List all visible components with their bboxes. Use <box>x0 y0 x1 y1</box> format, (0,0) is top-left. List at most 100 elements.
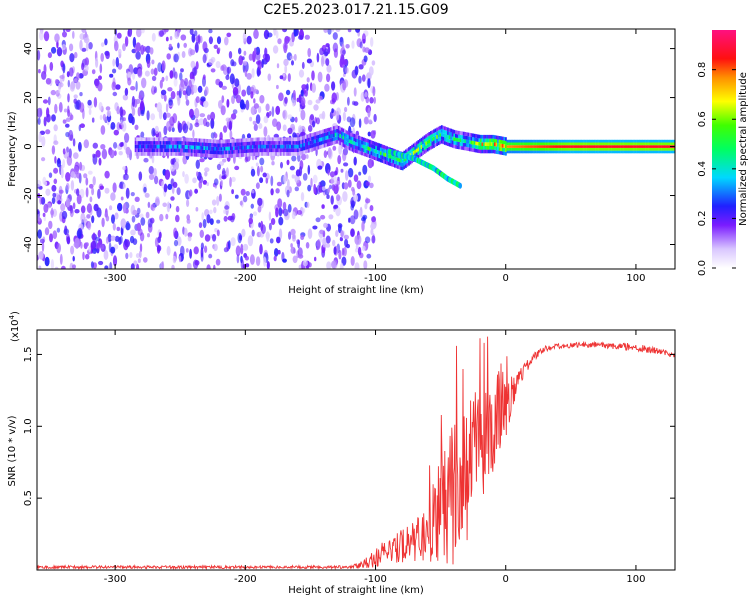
heatmap-ridge-cell <box>323 143 326 148</box>
heatmap-ridge-cell <box>392 156 395 160</box>
heatmap-ridge-cell <box>525 147 528 151</box>
heatmap-noise-cell <box>140 131 145 138</box>
heatmap-noise-cell <box>216 163 222 171</box>
heatmap-ridge-cell <box>220 147 223 151</box>
heatmap-ridge-cell <box>484 149 487 154</box>
heatmap-ridge-cell <box>136 152 138 156</box>
heatmap-ridge-cell <box>309 148 312 152</box>
heatmap-ridge-cell <box>386 161 388 165</box>
heatmap-ridge-cell <box>600 142 603 146</box>
x-tick-label: -200 <box>234 273 257 284</box>
heatmap-ridge-cell <box>258 137 260 142</box>
heatmap-ridge-cell <box>361 136 363 141</box>
heatmap-ridge-cell <box>478 138 481 142</box>
heatmap-ridge-cell <box>155 152 157 156</box>
heatmap-ridge-cell <box>672 147 674 151</box>
heatmap-ridge-cell <box>564 150 567 154</box>
heatmap-ridge-cell <box>447 134 449 139</box>
heatmap-noise-cell <box>213 264 216 269</box>
heatmap-ridge-cell <box>283 144 285 149</box>
heatmap-noise-cell <box>43 64 47 75</box>
heatmap-ridge-cell <box>611 145 613 148</box>
heatmap-ridge-cell <box>555 142 557 146</box>
heatmap-ridge-cell <box>222 147 224 151</box>
heatmap-ridge-cell <box>194 145 196 150</box>
heatmap-ridge-cell <box>456 145 459 149</box>
heatmap-noise-cell <box>43 203 49 213</box>
heatmap-ridge-cell <box>395 164 398 169</box>
heatmap-noise-cell <box>333 183 339 195</box>
heatmap-ridge-cell <box>486 149 488 154</box>
heatmap-noise-cell <box>330 195 334 205</box>
heatmap-noise-cell <box>273 133 279 139</box>
heatmap-noise-cell <box>314 256 317 262</box>
heatmap-ridge-cell <box>662 145 665 148</box>
heatmap-noise-cell <box>298 69 305 78</box>
heatmap-noise-cell <box>361 33 366 44</box>
heatmap-noise-cell <box>56 227 61 233</box>
heatmap-noise-cell <box>172 181 178 188</box>
heatmap-noise-cell <box>228 120 233 131</box>
heatmap-ridge-cell <box>533 142 535 146</box>
heatmap-ridge-cell <box>519 150 521 154</box>
heatmap-ridge-cell <box>458 134 460 139</box>
heatmap-ridge-cell <box>348 146 351 151</box>
heatmap-ridge-cell <box>322 129 324 134</box>
heatmap-ridge-cell <box>331 130 334 134</box>
heatmap-ridge-cell <box>167 148 170 153</box>
heatmap-ridge-cell <box>381 155 384 160</box>
heatmap-ridge-cell <box>331 137 334 142</box>
heatmap-ridge-cell <box>281 141 284 145</box>
heatmap-ridge-cell <box>347 142 349 146</box>
heatmap-ridge-cell <box>142 148 145 153</box>
heatmap-ridge-cell <box>411 148 413 153</box>
heatmap-ridge-cell <box>383 159 385 164</box>
heatmap-ridge-cell <box>365 149 368 154</box>
heatmap-ridge-cell <box>578 145 581 148</box>
heatmap-ridge-cell <box>372 141 374 145</box>
heatmap-ridge-cell <box>356 146 359 150</box>
heatmap-ridge-cell <box>233 146 235 150</box>
heatmap-noise-cell <box>204 167 210 173</box>
heatmap-ridge-cell <box>337 136 340 141</box>
heatmap-ridge-cell <box>197 138 199 143</box>
heatmap-noise-cell <box>329 171 336 178</box>
heatmap-ridge-cell <box>325 132 328 136</box>
heatmap-noise-cell <box>116 106 120 115</box>
heatmap-ridge-cell <box>419 150 421 154</box>
heatmap-noise-cell <box>214 228 218 233</box>
heatmap-noise-cell <box>304 34 310 40</box>
heatmap-ridge-cell <box>501 140 504 144</box>
heatmap-noise-cell <box>153 168 157 177</box>
heatmap-ridge-cell <box>530 145 532 148</box>
heatmap-ridge-cell <box>330 138 332 142</box>
heatmap-ridge-cell <box>469 132 471 137</box>
heatmap-ridge-cell <box>328 131 331 135</box>
heatmap-ridge-cell <box>273 152 276 156</box>
heatmap-ridge-cell <box>137 141 140 145</box>
heatmap-ridge-cell <box>547 147 549 151</box>
heatmap-ridge-cell <box>562 142 565 146</box>
heatmap-ridge-cell <box>451 129 454 133</box>
heatmap-noise-cell <box>307 184 312 192</box>
heatmap-ridge-cell <box>365 142 368 146</box>
heatmap-ridge-cell <box>503 151 506 156</box>
heatmap-noise-cell <box>154 237 159 248</box>
heatmap-noise-cell <box>202 54 207 64</box>
heatmap-noise-cell <box>97 229 102 238</box>
heatmap-noise-cell <box>159 30 164 37</box>
heatmap-noise-cell <box>188 79 192 90</box>
heatmap-ridge-cell <box>176 144 179 149</box>
heatmap-noise-cell <box>125 252 129 260</box>
heatmap-ridge-cell <box>462 135 465 140</box>
heatmap-ridge-cell <box>647 150 649 154</box>
heatmap-ridge-cell <box>198 153 201 157</box>
heatmap-ridge-cell <box>642 142 645 146</box>
heatmap-noise-cell <box>191 33 196 43</box>
heatmap-noise-cell <box>130 86 136 91</box>
heatmap-ridge-cell <box>386 146 388 150</box>
heatmap-ridge-cell <box>526 139 529 143</box>
heatmap-ridge-cell <box>612 139 615 143</box>
heatmap-ridge-cell <box>240 142 243 146</box>
